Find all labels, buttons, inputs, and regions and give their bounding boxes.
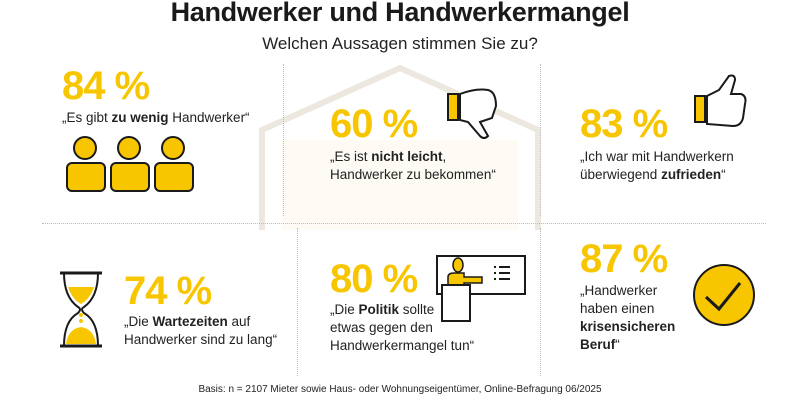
thumbs-up-icon [694, 74, 747, 128]
people-icon [66, 136, 194, 192]
stat-value: 84 % [62, 64, 150, 108]
check-circle-icon [693, 264, 755, 326]
hourglass-icon [60, 271, 102, 348]
stat-quote: „Die Wartezeiten auf Handwerker sind zu … [124, 314, 278, 347]
thumbs-down-icon [447, 88, 498, 139]
stat-quote: „Handwerker haben einen krisensicheren B… [580, 283, 676, 352]
stat-quote: „Die Politik sollte etwas gegen den Hand… [330, 302, 475, 353]
stat-quote: „Es ist nicht leicht, Handwerker zu beko… [330, 149, 496, 182]
divider [283, 64, 284, 216]
stat-value: 83 % [580, 102, 668, 146]
stat-value: 87 % [580, 237, 668, 281]
divider [540, 64, 541, 216]
stat-quote: „Ich war mit Handwerkern überwiegend zuf… [580, 149, 734, 182]
page-subtitle: Welchen Aussagen stimmen Sie zu? [262, 34, 538, 53]
stat-value: 60 % [330, 102, 418, 146]
divider [540, 228, 541, 376]
stat-value: 74 % [124, 269, 212, 313]
stat-value: 80 % [330, 257, 418, 301]
divider [42, 223, 766, 224]
footer-note: Basis: n = 2107 Mieter sowie Haus- oder … [198, 384, 602, 395]
divider [297, 228, 298, 376]
page-title: Handwerker und Handwerkermangel [170, 0, 630, 27]
presenter-icon [436, 255, 526, 322]
stat-quote: „Es gibt zu wenig Handwerker“ [62, 110, 250, 125]
